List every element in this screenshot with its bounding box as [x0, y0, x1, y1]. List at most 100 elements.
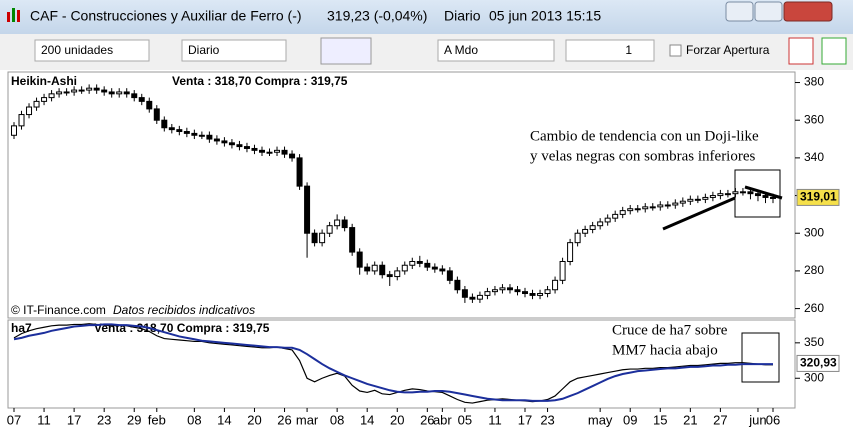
maximize-button[interactable] [754, 1, 783, 22]
candle-body [664, 204, 671, 207]
candle-body [770, 196, 776, 199]
candle-body [326, 225, 333, 234]
x-tick-label: may [588, 412, 613, 427]
x-tick-label: 17 [518, 412, 532, 427]
x-tick-label: 26 [420, 412, 434, 427]
candle-body [672, 202, 679, 206]
x-tick-label: jun [748, 412, 766, 427]
x-tick-label: 14 [360, 412, 374, 427]
candle-body [529, 293, 536, 296]
candle-body [574, 232, 581, 244]
candle-body [198, 134, 205, 137]
force-open-checkbox[interactable] [669, 44, 682, 57]
candle-body [304, 185, 311, 234]
quantity-value: 1 [625, 43, 632, 57]
x-tick-label: feb [148, 412, 166, 427]
candle-body [258, 149, 265, 153]
candle-body [544, 289, 551, 295]
minimize-button[interactable] [725, 1, 754, 22]
candle-body [183, 131, 190, 134]
candle-body [514, 289, 521, 293]
y-tick-label: 380 [804, 75, 824, 89]
candle-body [296, 157, 303, 187]
candle-body [221, 140, 228, 144]
x-tick-label: 08 [187, 412, 201, 427]
candle-body [108, 91, 115, 95]
candle-body [86, 87, 93, 91]
x-tick-label: 17 [67, 412, 81, 427]
window-datetime: 05 jun 2013 15:15 [489, 8, 601, 24]
x-tick-label: 27 [713, 412, 727, 427]
x-tick-label: 23 [540, 412, 554, 427]
buy-button[interactable] [821, 37, 847, 65]
candle-body [251, 147, 258, 151]
quantity-input[interactable] [565, 39, 655, 62]
size-select[interactable] [34, 39, 150, 62]
annotation: Cambio de tendencia con un Doji-like [530, 128, 759, 144]
candle-body [739, 191, 746, 194]
candle-body [356, 251, 363, 268]
y-tick-label: 340 [804, 150, 824, 164]
period-select[interactable] [181, 39, 287, 62]
indicator-subtitle: Venta : 318,70 Compra : 319,75 [94, 321, 270, 335]
size-value: 200 unidades [41, 43, 113, 57]
x-tick-label: mar [296, 412, 319, 427]
candle-body [567, 242, 574, 262]
x-tick-label: 15 [653, 412, 667, 427]
price-subtitle: Venta : 318,70 Compra : 319,75 [172, 74, 348, 88]
candle-body [709, 195, 716, 198]
app-icon [12, 8, 15, 22]
candle-body [484, 291, 491, 296]
candle-body [499, 287, 506, 291]
candle-body [11, 125, 17, 136]
candle-body [461, 289, 468, 298]
y-tick-label: 350 [804, 335, 824, 349]
highlight-box [741, 332, 780, 383]
candle-body [26, 106, 33, 116]
candle-body [101, 89, 108, 93]
indicator-button[interactable] [320, 37, 372, 65]
candle-body [379, 264, 386, 276]
x-tick-label: 11 [37, 412, 51, 427]
candle-body [619, 210, 626, 215]
indicator-line [13, 323, 773, 404]
candle-body [454, 279, 461, 291]
sell-button[interactable] [788, 37, 814, 65]
candle-body [582, 228, 589, 234]
candle-body [694, 198, 701, 201]
candle-body [289, 153, 296, 159]
candle-body [63, 91, 70, 94]
candle-body [281, 149, 288, 155]
candle-body [702, 196, 709, 200]
candle-body [146, 100, 153, 110]
x-tick-label: abr [433, 412, 452, 427]
candle-body [687, 198, 694, 202]
y-tick-label: 300 [804, 370, 824, 384]
candle-body [439, 268, 446, 272]
candle-body [266, 151, 273, 154]
app-icon [17, 10, 20, 22]
candle-body [401, 264, 408, 272]
y-tick-label: 300 [804, 225, 824, 239]
candle-body [93, 87, 100, 91]
candle-body [754, 193, 761, 197]
x-tick-label: 05 [458, 412, 472, 427]
order-select[interactable] [437, 39, 555, 62]
trend-line [744, 185, 783, 200]
candle-body [116, 91, 123, 95]
candle-body [627, 208, 634, 212]
close-button[interactable] [783, 1, 833, 22]
note: Datos recibidos indicativos [113, 303, 255, 317]
candle-body [56, 91, 63, 95]
window-period: Diario [444, 8, 481, 24]
candle-body [71, 89, 78, 93]
candle-body [386, 274, 393, 278]
candle-body [213, 138, 220, 142]
candle-body [634, 208, 641, 211]
price-panel [7, 71, 796, 319]
candle-body [732, 191, 739, 195]
candle-body [33, 100, 40, 108]
candle-body [724, 193, 731, 196]
